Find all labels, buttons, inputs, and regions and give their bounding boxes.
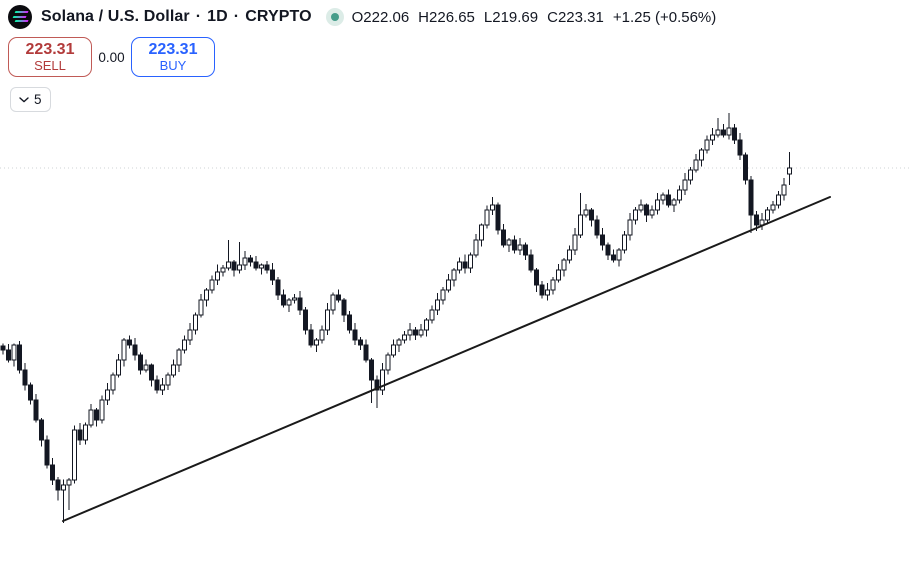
symbol-title[interactable]: Solana / U.S. Dollar · 1D · CRYPTO	[41, 8, 312, 26]
buy-button[interactable]: 223.31 BUY	[131, 37, 215, 77]
ohlc-close: C223.31	[547, 8, 604, 26]
candlestick-series	[0, 112, 792, 523]
ohlc-change: +1.25 (+0.56%)	[612, 8, 717, 26]
market-status-dot	[330, 13, 339, 21]
title-separator: ·	[233, 8, 240, 25]
sell-price: 223.31	[25, 40, 75, 58]
order-panel: 223.31 SELL 0.00 223.31 BUY	[8, 37, 215, 77]
dropdown-value: 5	[34, 92, 42, 107]
title-separator: ·	[195, 8, 202, 25]
symbol-name: Solana / U.S. Dollar	[41, 8, 190, 25]
market-status-halo	[325, 8, 344, 26]
sell-label: SELL	[34, 57, 66, 73]
dropdown-5-button[interactable]: 5	[10, 87, 51, 112]
buy-price: 223.31	[148, 40, 198, 58]
sell-button[interactable]: 223.31 SELL	[8, 37, 92, 77]
ohlc-low: L219.69	[483, 8, 539, 26]
ohlc-high: H226.65	[418, 8, 475, 26]
chevron-down-icon	[19, 96, 29, 102]
buy-label: BUY	[159, 57, 187, 73]
trendline-drawing[interactable]	[62, 196, 831, 522]
symbol-market: CRYPTO	[245, 8, 312, 25]
ohlc-open: O222.06	[351, 8, 410, 26]
symbol-header: Solana / U.S. Dollar · 1D · CRYPTO O222.…	[8, 3, 716, 31]
ohlc-readout: O222.06 H226.65 L219.69 C223.31 +1.25 (+…	[352, 9, 717, 26]
spread-value: 0.00	[98, 49, 125, 65]
solana-logo-icon	[8, 5, 32, 29]
symbol-interval[interactable]: 1D	[207, 8, 228, 25]
